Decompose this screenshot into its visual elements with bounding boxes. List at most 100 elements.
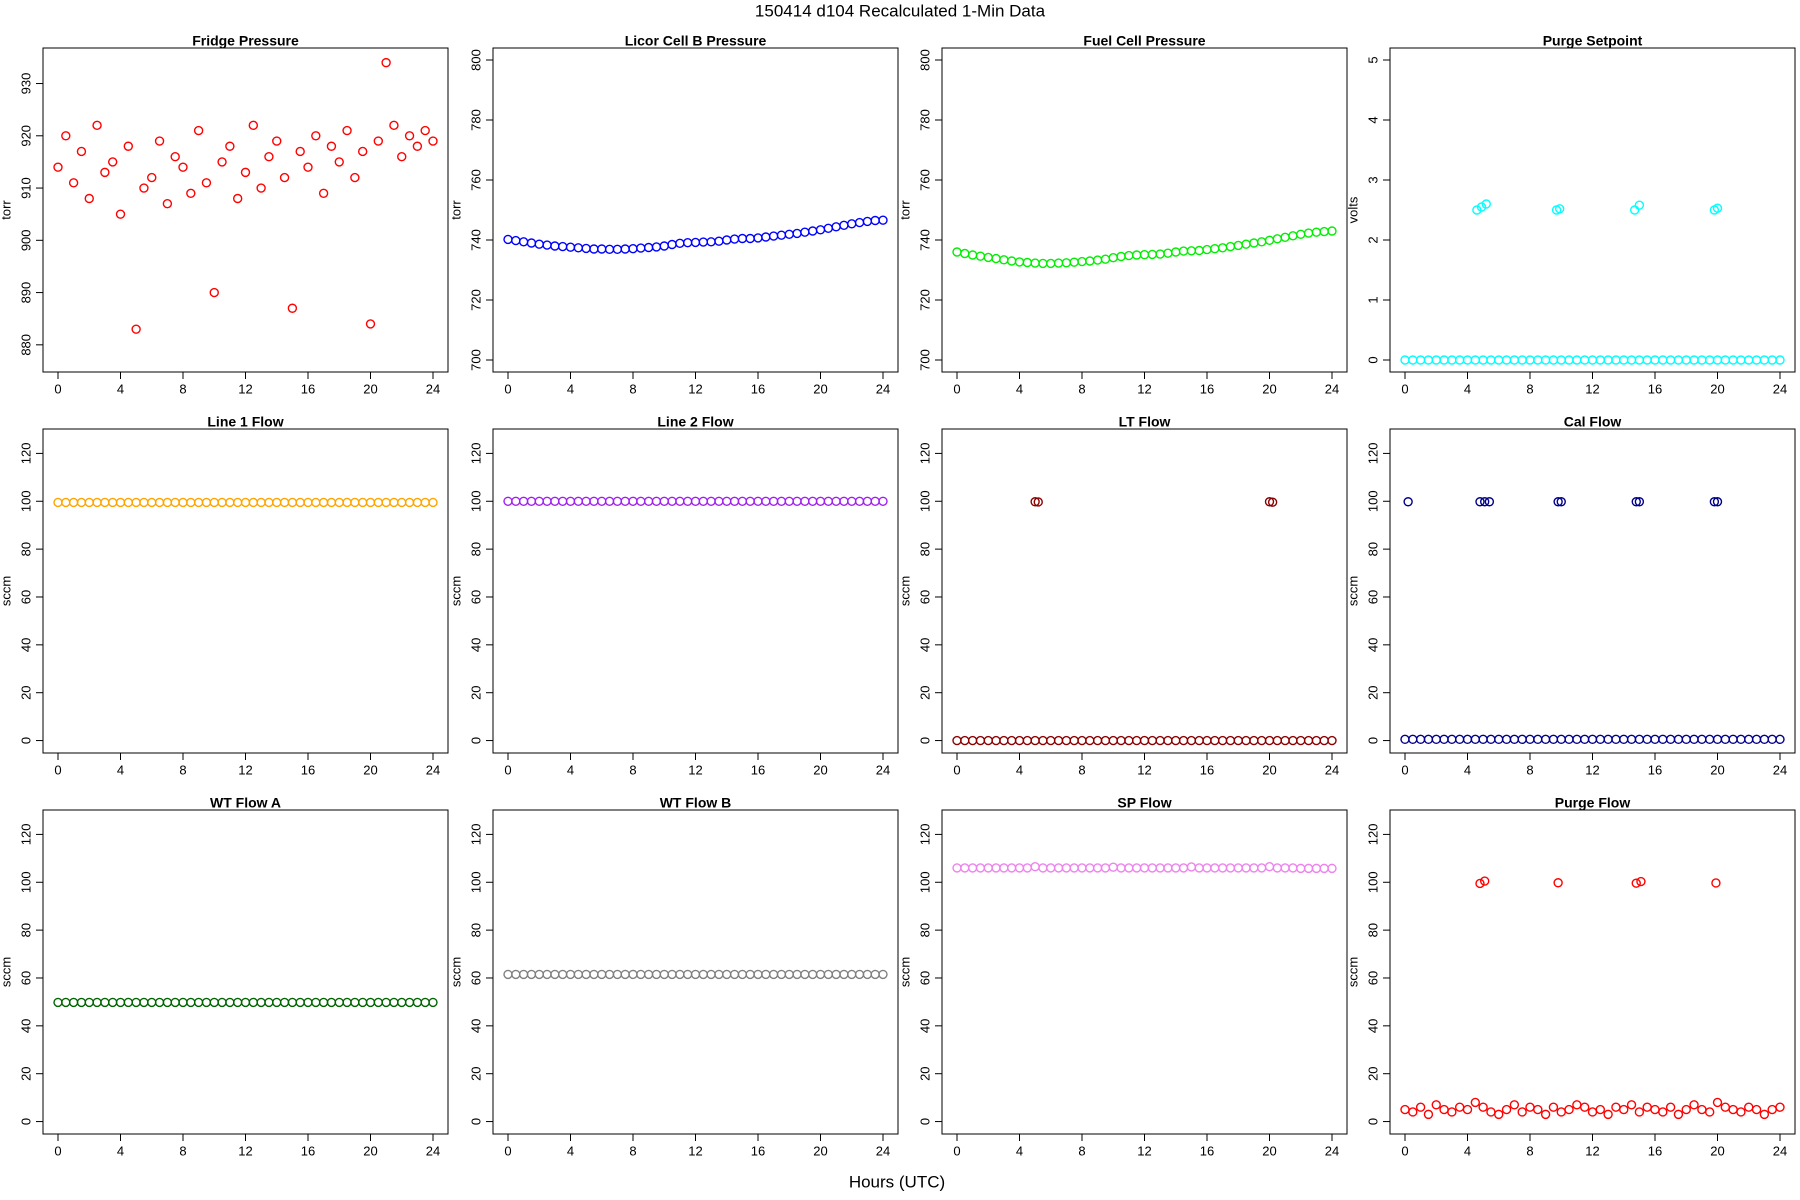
x-tick-label: 0 [953,762,960,777]
point [1241,863,1251,873]
point [714,496,724,506]
point [706,237,716,247]
point [636,243,646,253]
x-tick-label: 4 [1016,381,1023,396]
point [636,496,646,506]
point [1626,1100,1637,1110]
point [1704,355,1715,365]
panel: Line 1 Flow sccm 0 4 8 12 16 20 24 0 20 40 60 80 100 12… [0,414,449,777]
x-tick-label: 4 [1464,381,1471,396]
point [279,172,290,183]
point [854,217,865,228]
point [1494,1109,1504,1120]
point [232,997,243,1008]
x-tick-label: 8 [1526,1143,1533,1158]
point [404,997,415,1008]
point [952,735,962,746]
x-axis-label: Hours (UTC) [849,1172,945,1191]
point [1525,1102,1535,1112]
point [1658,355,1668,365]
point [1014,863,1025,873]
point [862,969,873,980]
point [503,969,513,980]
y-tick-label: 0 [468,1118,483,1125]
x-tick-label: 4 [117,762,124,777]
x-tick-label: 12 [688,381,702,396]
point [1673,355,1684,365]
point [1124,250,1134,261]
point [999,863,1009,873]
y-tick-label: 4 [1365,116,1380,123]
point [1689,734,1699,745]
point [68,178,79,188]
x-tick-label: 8 [1078,381,1085,396]
point [1423,734,1434,745]
point [1548,734,1559,745]
point [107,157,118,167]
point [350,172,360,183]
panel-title: WT Flow A [210,795,281,811]
x-tick-label: 12 [688,762,702,777]
plot-frame [492,428,899,754]
point [1163,248,1173,258]
point [1587,355,1598,365]
point [745,969,755,980]
point [68,497,79,508]
point [1053,863,1064,873]
y-tick-label: 0 [1365,737,1380,744]
point [967,250,978,260]
point [61,131,71,141]
point [248,120,259,131]
x-tick-label: 8 [1078,762,1085,777]
plot-frame [941,47,1348,373]
point [1194,735,1204,746]
x-tick-label: 16 [1648,381,1662,396]
point [511,496,521,506]
y-tick-label: 920 [18,125,33,147]
point [589,496,599,506]
point [690,496,701,506]
point [350,497,360,508]
point [178,497,188,508]
point [503,234,513,245]
point [1611,734,1621,745]
point [1548,355,1559,365]
point [1634,497,1645,507]
x-tick-label: 12 [1137,762,1151,777]
point [1525,734,1535,745]
point [1509,355,1520,365]
point [729,496,740,506]
point [1759,1109,1770,1120]
point [597,496,607,506]
y-tick-label: 120 [18,443,33,465]
y-tick-label: 20 [468,685,483,699]
point [1069,257,1079,267]
point [256,183,266,193]
point [550,969,560,980]
point [1069,735,1079,746]
point [1712,355,1723,365]
point [675,969,685,980]
point [1447,734,1457,745]
point [1603,734,1613,745]
point [1486,734,1496,745]
point [1327,735,1337,746]
point [651,242,662,252]
point [147,172,157,183]
point [1626,734,1637,745]
point [1186,735,1197,746]
point [193,497,204,508]
point [550,241,560,251]
point [1046,735,1056,746]
point [1327,863,1337,874]
point [272,497,282,508]
panel-title: LT Flow [1119,414,1171,430]
y-tick-label: 800 [468,49,483,71]
point [870,969,880,980]
point [597,969,607,980]
point [240,497,251,508]
point [1100,254,1111,264]
y-tick-label: 60 [1365,971,1380,985]
panel: WT Flow A sccm 0 4 8 12 16 20 24 0 20 40 60 80 100 120 [0,795,449,1158]
point [952,247,962,257]
